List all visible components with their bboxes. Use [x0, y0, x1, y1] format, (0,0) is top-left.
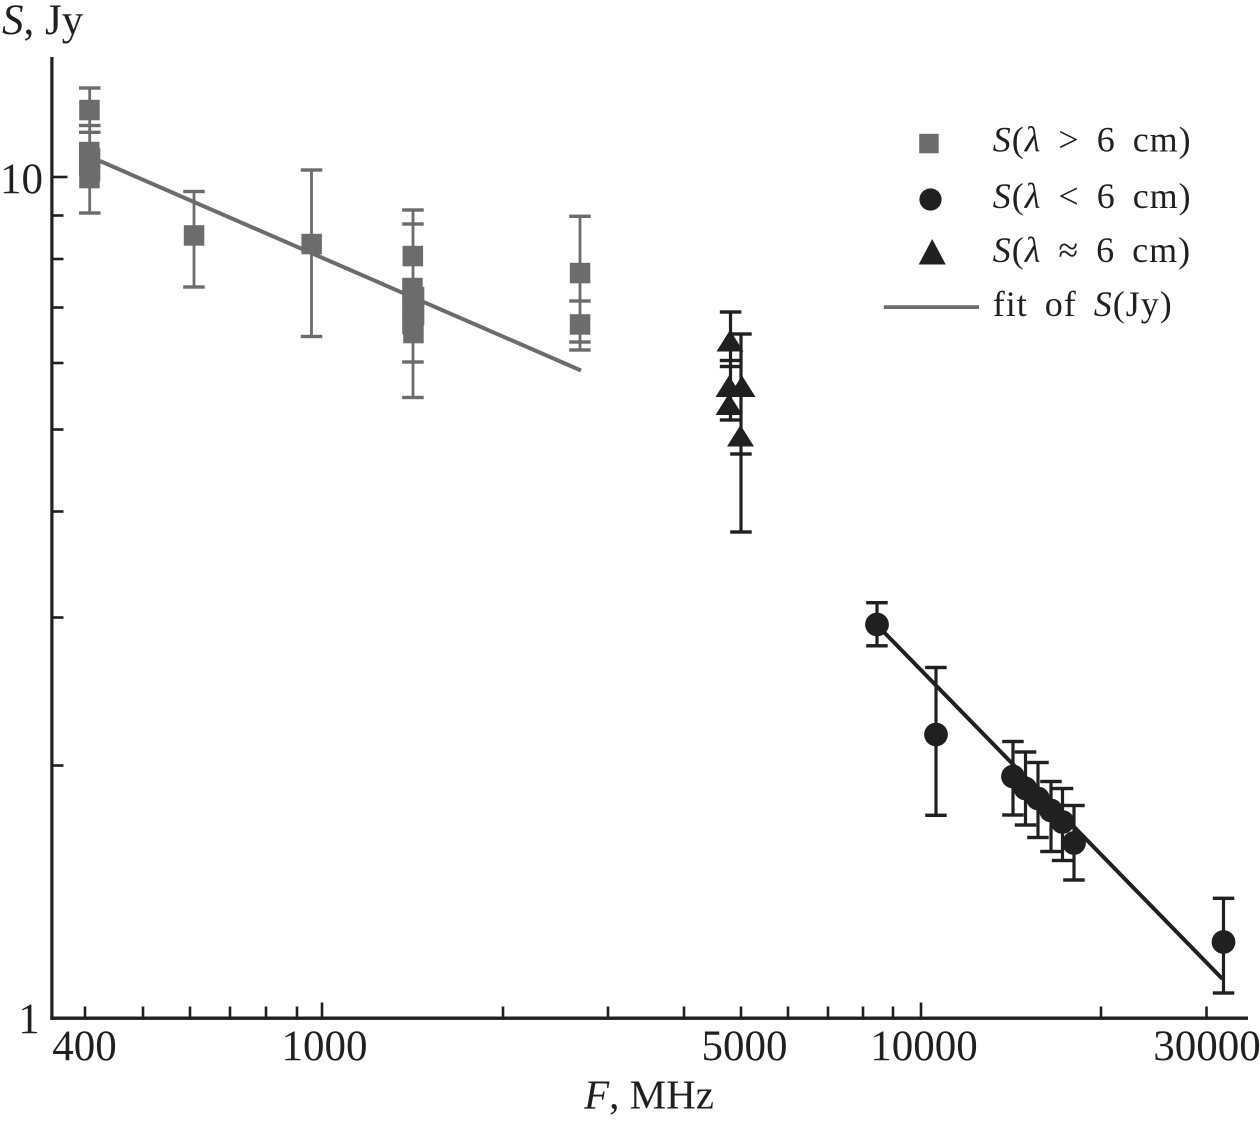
svg-text:S(λ ≈ 6 cm): S(λ ≈ 6 cm)	[993, 230, 1191, 270]
svg-text:F, MHz: F, MHz	[583, 1072, 714, 1118]
svg-text:fit of S(Jy): fit of S(Jy)	[993, 284, 1173, 324]
svg-text:10000: 10000	[870, 1023, 978, 1070]
svg-text:10: 10	[0, 156, 43, 203]
svg-text:S(λ < 6 cm): S(λ < 6 cm)	[993, 176, 1192, 216]
svg-text:5000: 5000	[702, 1023, 788, 1070]
svg-text:S, Jy: S, Jy	[2, 0, 84, 44]
svg-text:400: 400	[52, 1023, 117, 1070]
svg-text:1000: 1000	[282, 1023, 368, 1070]
svg-text:1: 1	[18, 996, 40, 1043]
svg-text:30000: 30000	[1153, 1023, 1260, 1070]
svg-text:S(λ > 6 cm): S(λ > 6 cm)	[993, 120, 1192, 160]
